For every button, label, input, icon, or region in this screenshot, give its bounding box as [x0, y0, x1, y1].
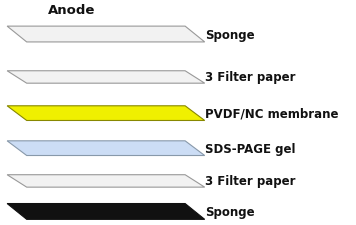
Text: Anode: Anode	[47, 4, 95, 17]
Text: 3 Filter paper: 3 Filter paper	[205, 175, 295, 188]
Text: PVDF/NC membrane: PVDF/NC membrane	[205, 107, 338, 120]
Text: SDS-PAGE gel: SDS-PAGE gel	[205, 142, 295, 155]
Text: Sponge: Sponge	[205, 28, 254, 41]
Polygon shape	[7, 72, 205, 84]
Polygon shape	[7, 175, 205, 187]
Polygon shape	[7, 204, 205, 219]
Text: 3 Filter paper: 3 Filter paper	[205, 71, 295, 84]
Text: Sponge: Sponge	[205, 205, 254, 218]
Polygon shape	[7, 27, 205, 43]
Polygon shape	[7, 141, 205, 156]
Polygon shape	[7, 106, 205, 121]
